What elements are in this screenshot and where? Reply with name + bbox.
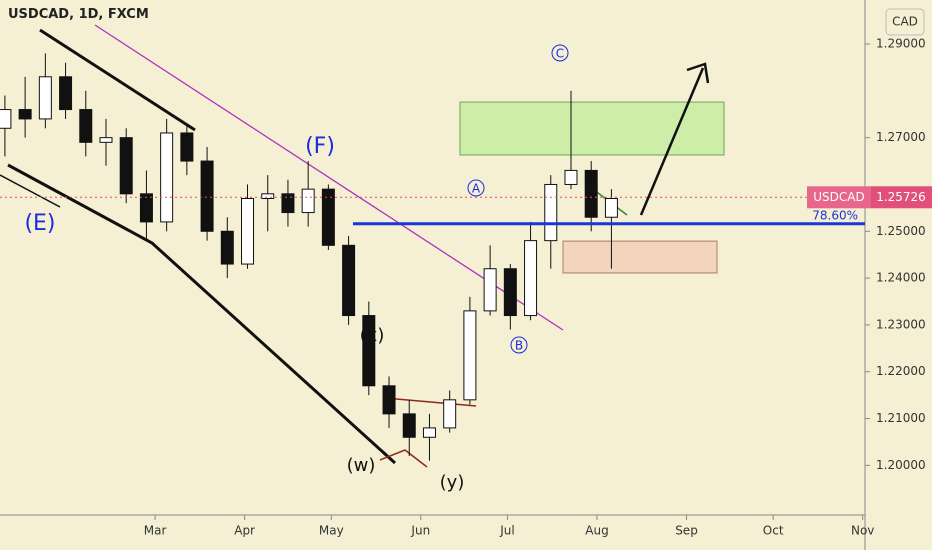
wave-label: (x) [360,325,385,346]
x-tick-label: Oct [763,524,784,538]
candle-body [483,268,497,312]
channel-line [7,163,397,465]
y-tick-label: 1.23000 [876,317,926,331]
candle-body [362,315,376,387]
currency-button[interactable] [885,8,925,36]
candle-body [321,188,335,246]
x-tick-label: Jun [410,524,430,538]
wave-label: (E) [24,211,55,236]
candle-body [180,132,194,162]
candle-body [139,193,153,223]
wave-label: C [556,47,564,61]
candle-body [281,193,295,214]
candle-body [220,230,234,265]
candle-body [59,76,73,111]
candle-body [564,169,578,185]
candle-body [200,160,214,232]
y-tick-label: 1.24000 [876,271,926,285]
wave-circle [510,336,528,354]
candle-body [443,399,457,429]
x-tick-label: Aug [585,524,608,538]
x-tick-label: Apr [234,524,255,538]
candle-body [463,310,477,401]
zone [459,101,725,156]
candle-body [160,132,174,223]
symbol-tag [807,186,871,209]
y-tick-label: 1.29000 [876,37,926,51]
x-tick-label: May [319,524,344,538]
candle-body [79,109,93,143]
candle-body [99,137,113,143]
y-tick-label: 1.25000 [876,224,926,238]
x-tick-label: Nov [851,524,874,538]
wave-label: (F) [305,134,335,159]
x-tick-label: Jul [499,524,514,538]
candle-body [261,193,275,200]
candle-body [382,385,396,415]
candle-body [18,109,32,120]
currency-label[interactable]: CAD [892,15,918,29]
chart-title: USDCAD, 1D, FXCM [8,7,149,22]
fib-label: 78.60% [812,208,858,222]
x-tick-label: Sep [675,524,698,538]
candle-body [584,169,598,218]
symbol-label: USDCAD [813,190,864,204]
candle-body [342,244,356,317]
candle-body [119,137,133,195]
wave-circle [467,179,485,197]
candle-body [604,198,618,218]
y-tick-label: 1.20000 [876,458,926,472]
candle-body [0,109,12,129]
wave-label: B [515,339,523,353]
candle-body [301,188,315,214]
arrow-head [686,62,710,84]
channel-line [39,28,196,132]
candle-body [524,240,538,317]
candle-body [422,427,436,438]
triangle-line [384,397,477,407]
wave-label: (y) [440,472,465,493]
y-tick-label: 1.22000 [876,364,926,378]
y-tick-label: 1.21000 [876,411,926,425]
candle-body [402,413,416,438]
candle-body [503,268,517,317]
candle-body [38,76,52,120]
candle-body [241,198,255,265]
wave-label: A [472,182,481,196]
wave-label: (w) [347,455,376,476]
zone [562,240,718,274]
projection-arrow [639,67,705,216]
triangle-line [379,449,428,468]
channel-line [0,174,61,208]
x-tick-label: Mar [144,524,167,538]
candle-body [544,183,558,242]
wave-circle [551,44,569,62]
price-label: 1.25726 [876,190,926,204]
price-tag [871,186,932,209]
y-tick-label: 1.27000 [876,130,926,144]
